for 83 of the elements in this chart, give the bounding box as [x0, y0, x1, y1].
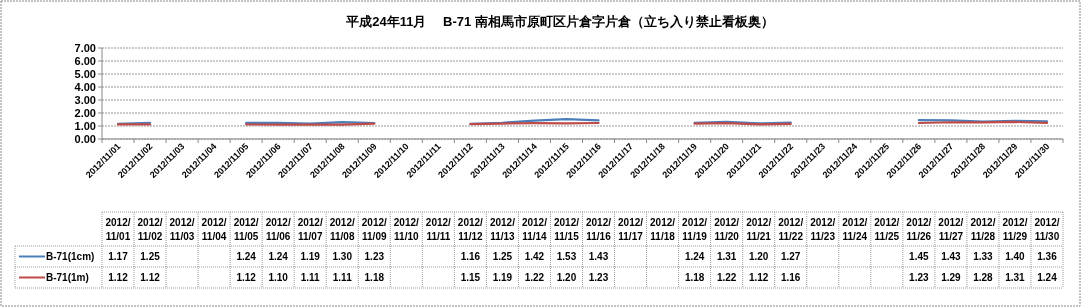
value-label: 1.23: [909, 272, 929, 283]
value-label: 1.24: [268, 251, 288, 262]
category-label: 2012/11/12: [457, 217, 483, 242]
value-label: 1.53: [556, 251, 577, 262]
value-label: 1.43: [588, 251, 609, 262]
category-label: 2012/11/10: [393, 217, 419, 242]
category-label: 2012/11/20: [714, 217, 740, 242]
category-label: 2012/11/18: [650, 217, 676, 242]
y-tick-label: 7.00: [74, 42, 96, 54]
y-tick-label: 0.00: [74, 133, 96, 145]
value-label: 1.24: [1037, 272, 1057, 283]
value-label: 1.11: [332, 272, 352, 283]
value-label: 1.23: [364, 251, 384, 262]
value-label: 1.25: [140, 251, 160, 262]
value-label: 1.30: [332, 251, 352, 262]
legend-label: B-71(1cm): [46, 251, 95, 262]
y-tick-label: 5.00: [74, 68, 96, 80]
chart-title: 平成24年11月 B-71 南相馬市原町区片倉字片倉（立ち入り禁止看板奥）: [345, 14, 774, 29]
category-label: 2012/11/25: [874, 217, 900, 242]
value-label: 1.16: [781, 272, 801, 283]
value-label: 1.22: [524, 272, 545, 283]
value-label: 1.43: [941, 251, 961, 262]
value-label: 1.16: [460, 251, 481, 262]
value-label: 1.40: [1005, 251, 1025, 262]
category-label: 2012/11/13: [489, 217, 515, 242]
category-label: 2012/11/22: [778, 217, 804, 242]
category-label: 2012/11/11: [425, 217, 451, 242]
value-label: 1.17: [108, 251, 128, 262]
value-label: 1.45: [909, 251, 929, 262]
value-label: 1.29: [941, 272, 961, 283]
value-label: 1.33: [973, 251, 993, 262]
category-label: 2012/11/16: [586, 217, 612, 242]
value-label: 1.19: [492, 272, 513, 283]
category-label: 2012/11/02: [137, 217, 163, 242]
category-label: 2012/11/15: [553, 217, 579, 242]
value-label: 1.11: [300, 272, 320, 283]
value-label: 1.20: [748, 251, 769, 262]
value-label: 1.36: [1037, 251, 1057, 262]
category-label: 2012/11/21: [746, 217, 772, 242]
value-label: 1.12: [748, 272, 769, 283]
category-label: 2012/11/26: [906, 217, 932, 242]
value-label: 1.24: [236, 251, 256, 262]
value-label: 1.12: [140, 272, 160, 283]
value-label: 1.18: [684, 272, 705, 283]
category-label: 2012/11/30: [1034, 217, 1060, 242]
y-tick-label: 3.00: [74, 94, 96, 106]
y-tick-label: 2.00: [74, 107, 96, 119]
category-label: 2012/11/03: [169, 217, 195, 242]
y-tick-label: 1.00: [74, 120, 96, 132]
value-label: 1.12: [108, 272, 128, 283]
value-label: 1.27: [781, 251, 801, 262]
category-label: 2012/11/19: [682, 217, 708, 242]
y-tick-label: 4.00: [74, 81, 96, 93]
category-label: 2012/11/04: [201, 217, 227, 242]
category-label: 2012/11/05: [233, 217, 259, 242]
value-label: 1.22: [716, 272, 737, 283]
value-label: 1.42: [524, 251, 545, 262]
category-label: 2012/11/28: [970, 217, 996, 242]
category-label: 2012/11/17: [618, 217, 644, 242]
category-label: 2012/11/09: [361, 217, 387, 242]
value-label: 1.31: [1005, 272, 1025, 283]
value-label: 1.31: [716, 251, 737, 262]
value-label: 1.19: [300, 251, 320, 262]
value-label: 1.28: [973, 272, 993, 283]
value-label: 1.18: [364, 272, 384, 283]
category-label: 2012/11/08: [329, 217, 355, 242]
value-label: 1.20: [556, 272, 577, 283]
category-label: 2012/11/07: [297, 217, 323, 242]
legend-label: B-71(1m): [46, 272, 89, 283]
value-label: 1.15: [460, 272, 481, 283]
value-label: 1.24: [684, 251, 705, 262]
category-label: 2012/11/06: [265, 217, 291, 242]
category-label: 2012/11/01: [105, 217, 131, 242]
y-tick-label: 6.00: [74, 55, 96, 67]
category-label: 2012/11/23: [810, 217, 836, 242]
value-label: 1.25: [492, 251, 513, 262]
value-label: 1.10: [268, 272, 288, 283]
category-label: 2012/11/14: [521, 217, 547, 242]
category-label: 2012/11/29: [1002, 217, 1028, 242]
value-label: 1.12: [236, 272, 256, 283]
category-label: 2012/11/24: [842, 217, 868, 242]
category-label: 2012/11/27: [938, 217, 964, 242]
value-label: 1.23: [588, 272, 609, 283]
